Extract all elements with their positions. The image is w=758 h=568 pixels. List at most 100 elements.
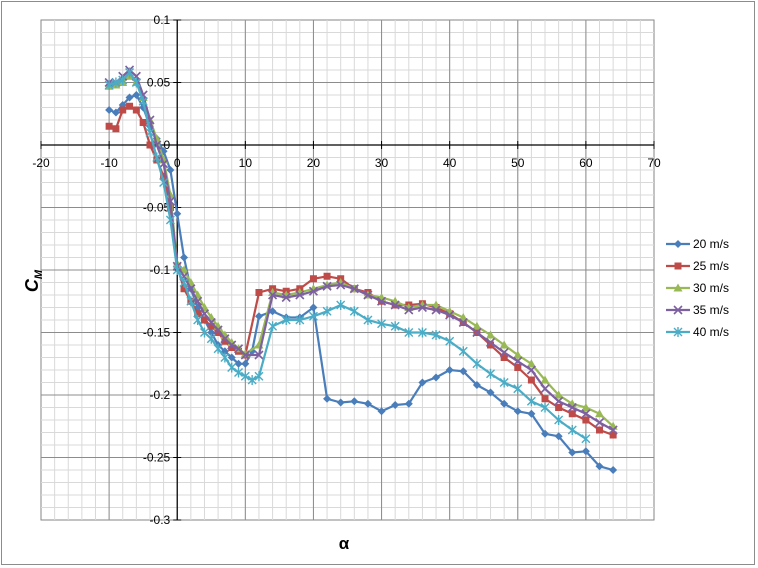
data-point — [554, 432, 563, 441]
data-point — [254, 371, 264, 382]
data-point — [390, 300, 400, 310]
data-point — [555, 404, 563, 411]
y-tick-labels: -0.3 -0.25 -0.2 -0.15 -0.1 -0.05 0 0.05 0.1 — [143, 13, 171, 527]
data-point — [166, 166, 175, 174]
data-point — [349, 284, 359, 294]
data-point — [336, 398, 345, 407]
data-point — [417, 302, 427, 313]
data-point — [322, 306, 332, 317]
legend-label: 20 m/s — [693, 237, 729, 251]
data-point — [221, 337, 229, 345]
data-point — [138, 96, 148, 107]
x-tick-label: -20 — [32, 156, 50, 170]
y-tick-label: 0 — [164, 138, 171, 152]
data-point — [118, 75, 128, 85]
x-tick-label: 50 — [511, 156, 525, 170]
x-tick-label: 70 — [647, 156, 661, 170]
data-point — [350, 397, 359, 406]
data-point — [126, 102, 134, 110]
data-point — [322, 281, 332, 291]
data-point — [540, 375, 550, 384]
series-group — [104, 65, 618, 474]
data-point — [206, 333, 216, 344]
data-point — [111, 108, 120, 117]
legend-swatch-marker — [673, 305, 683, 315]
data-point — [200, 316, 208, 324]
data-point — [132, 106, 140, 114]
data-point — [308, 286, 319, 296]
data-point — [526, 365, 536, 375]
data-point — [227, 362, 237, 373]
data-point — [193, 315, 203, 325]
legend-item: 20 m/s — [666, 237, 729, 251]
data-point — [540, 384, 550, 394]
data-point — [132, 91, 141, 99]
data-point — [377, 318, 387, 329]
data-point — [554, 390, 564, 399]
data-point — [281, 315, 291, 325]
data-point — [323, 394, 332, 403]
data-point — [541, 395, 549, 403]
y-tick-label: -0.15 — [143, 326, 171, 340]
data-point — [139, 119, 147, 126]
series-4 — [104, 67, 591, 444]
data-point — [220, 352, 230, 363]
data-point — [213, 325, 223, 335]
data-point — [609, 466, 618, 474]
data-point — [112, 125, 120, 133]
data-point — [418, 378, 427, 387]
data-point — [567, 425, 577, 435]
data-point — [193, 296, 203, 306]
legend-label: 40 m/s — [693, 325, 729, 339]
x-tick-label: 20 — [307, 156, 321, 170]
data-point — [458, 317, 468, 328]
data-point — [417, 300, 427, 309]
data-point — [431, 305, 441, 315]
legend-label: 30 m/s — [693, 281, 729, 295]
data-point — [458, 346, 468, 357]
data-point — [554, 415, 564, 425]
data-point — [227, 340, 237, 350]
data-point — [159, 177, 169, 188]
data-point — [247, 375, 257, 385]
data-point — [568, 448, 577, 457]
data-point — [146, 141, 154, 149]
data-point — [417, 327, 427, 338]
x-tick-labels: -20 -10 0 10 20 30 40 50 60 70 — [32, 156, 661, 170]
data-point — [499, 347, 509, 358]
data-point — [295, 290, 305, 300]
data-point — [472, 358, 482, 369]
data-point — [581, 409, 591, 419]
legend: 20 m/s 25 m/s 30 m/s 35 m/s 40 m/s — [666, 237, 729, 339]
major-gridlines — [41, 20, 654, 520]
legend-swatch-marker — [673, 283, 683, 292]
y-axis-title-subscript: M — [33, 269, 45, 279]
data-point — [295, 315, 305, 325]
data-point — [363, 399, 372, 408]
data-point — [105, 106, 114, 114]
data-point — [206, 317, 216, 328]
data-point — [111, 77, 121, 88]
data-point — [179, 277, 189, 288]
data-point — [445, 336, 455, 347]
data-point — [391, 401, 400, 409]
data-point — [125, 93, 134, 102]
legend-item: 25 m/s — [666, 259, 729, 273]
data-point — [472, 381, 481, 389]
data-point — [268, 321, 278, 332]
legend-label: 35 m/s — [693, 303, 729, 317]
data-point — [513, 383, 523, 394]
data-point — [240, 371, 250, 382]
data-point — [228, 344, 236, 351]
series-3 — [104, 65, 618, 435]
legend-label: 25 m/s — [693, 259, 729, 273]
x-tick-label: 10 — [239, 156, 253, 170]
legend-swatch-marker — [674, 262, 682, 270]
x-tick-label: 40 — [443, 156, 457, 170]
x-tick-label: 60 — [579, 156, 593, 170]
data-point — [499, 377, 509, 388]
data-point — [594, 417, 605, 428]
data-point — [180, 253, 189, 262]
data-point — [268, 307, 277, 316]
